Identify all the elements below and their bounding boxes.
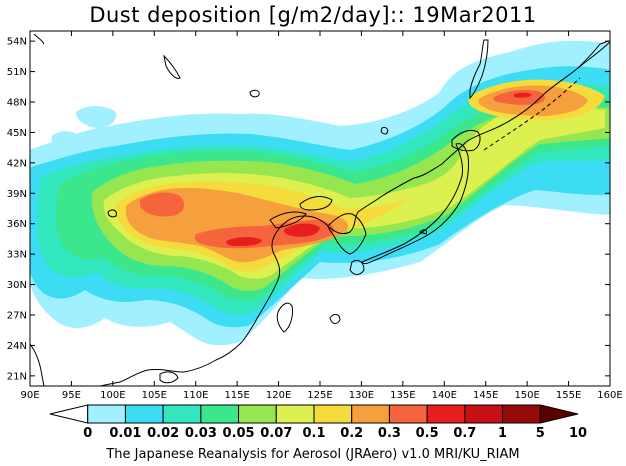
latitude-ticks: 54N 51N 48N 45N 42N 39N 36N 33N 30N 27N 24N 21N bbox=[7, 37, 610, 382]
legend-swatch bbox=[162, 404, 202, 424]
coastline-sakhalin bbox=[469, 39, 489, 100]
legend-label: 0.3 bbox=[378, 426, 401, 441]
legend-label: 0.03 bbox=[185, 426, 217, 441]
lat-tick-label: 42N bbox=[7, 158, 27, 169]
coastline-lake-baikal bbox=[163, 54, 181, 79]
contour-region bbox=[226, 237, 262, 246]
lat-tick-label: 27N bbox=[7, 311, 27, 322]
coastlines bbox=[30, 33, 610, 386]
lat-tick-label: 36N bbox=[7, 219, 27, 230]
coastline-lake-balkhash bbox=[33, 33, 45, 45]
lon-tick-label: 145E bbox=[473, 390, 498, 401]
coastline-japan-hokkaido bbox=[451, 129, 481, 152]
lon-tick-label: 90E bbox=[20, 390, 39, 401]
coastline-hainan bbox=[159, 371, 179, 384]
lat-tick-label: 21N bbox=[7, 371, 27, 382]
legend-label: 0.01 bbox=[109, 426, 141, 441]
contour-fields bbox=[30, 40, 610, 346]
map-title: Dust deposition [g/m2/day]:: 19Mar2011 bbox=[89, 3, 537, 27]
lon-tick-label: 155E bbox=[556, 390, 581, 401]
coastline-philippines bbox=[329, 313, 341, 325]
lon-tick-label: 130E bbox=[349, 390, 374, 401]
coastline-india bbox=[30, 343, 45, 386]
lon-tick-label: 95E bbox=[62, 390, 81, 401]
lat-tick-label: 45N bbox=[7, 128, 27, 139]
legend-label: 0.2 bbox=[340, 426, 363, 441]
lon-tick-label: 115E bbox=[224, 390, 249, 401]
legend-swatch bbox=[502, 404, 541, 424]
lat-tick-label: 24N bbox=[7, 341, 27, 352]
lat-tick-label: 48N bbox=[7, 98, 27, 109]
lon-tick-label: 105E bbox=[142, 390, 167, 401]
coastline-lake-hulun bbox=[249, 89, 260, 98]
legend-label: 10 bbox=[569, 426, 587, 441]
legend-label: 0.7 bbox=[453, 426, 476, 441]
legend-swatch bbox=[426, 404, 466, 424]
legend-swatch bbox=[275, 404, 315, 424]
legend-labels: 0 0.01 0.02 0.03 0.05 0.07 0.1 0.2 0.3 0.5 0.7 1 5 10 bbox=[83, 426, 587, 441]
legend-swatch bbox=[238, 404, 277, 424]
lat-tick-label: 54N bbox=[7, 37, 27, 48]
coastline-bohai bbox=[299, 196, 333, 211]
lon-tick-label: 140E bbox=[432, 390, 457, 401]
lat-tick-label: 33N bbox=[7, 250, 27, 261]
contour-region bbox=[51, 131, 84, 156]
coastline-sado bbox=[419, 229, 427, 235]
coastline-taiwan bbox=[276, 302, 293, 333]
lon-tick-label: 160E bbox=[597, 390, 622, 401]
coastline-korea bbox=[327, 213, 367, 255]
lat-tick-label: 39N bbox=[7, 189, 27, 200]
lon-tick-label: 110E bbox=[183, 390, 208, 401]
legend-swatch bbox=[124, 404, 164, 424]
coastline-kamchatka bbox=[577, 40, 610, 69]
legend-swatch bbox=[49, 404, 89, 424]
legend-label: 0.02 bbox=[147, 426, 179, 441]
legend-label: 0 bbox=[83, 426, 92, 441]
contour-level-0.7 bbox=[226, 92, 532, 246]
lon-tick-label: 135E bbox=[390, 390, 415, 401]
lon-tick-label: 120E bbox=[266, 390, 291, 401]
legend-label: 1 bbox=[498, 426, 507, 441]
contour-region bbox=[76, 106, 117, 128]
color-legend bbox=[49, 404, 579, 424]
credit-text: The Japanese Reanalysis for Aerosol (JRA… bbox=[106, 447, 520, 462]
lon-tick-label: 125E bbox=[307, 390, 332, 401]
contour-region bbox=[284, 223, 320, 237]
coastline-shandong bbox=[269, 211, 307, 229]
contour-region bbox=[140, 192, 185, 217]
legend-swatch bbox=[388, 404, 428, 424]
legend-swatch bbox=[87, 404, 126, 424]
legend-label: 0.05 bbox=[223, 426, 255, 441]
legend-label: 0.5 bbox=[416, 426, 439, 441]
coastline-lake-mongolia bbox=[107, 209, 117, 218]
lat-tick-label: 51N bbox=[7, 67, 27, 78]
lon-tick-label: 150E bbox=[514, 390, 539, 401]
legend-swatch bbox=[464, 404, 504, 424]
coastline-lake-khanka bbox=[380, 127, 389, 135]
legend-label: 0.07 bbox=[260, 426, 292, 441]
lon-tick-label: 100E bbox=[100, 390, 125, 401]
coastline-japan-honshu bbox=[361, 143, 469, 265]
longitude-ticks: 90E 95E 100E 105E 110E 115E 120E 125E 130E 135E 14… bbox=[20, 31, 623, 401]
coastline-kyushu bbox=[349, 259, 365, 275]
contour-region bbox=[514, 92, 532, 98]
legend-swatch bbox=[351, 404, 390, 424]
legend-label: 5 bbox=[536, 426, 545, 441]
legend-swatch bbox=[539, 404, 579, 424]
legend-swatch bbox=[313, 404, 353, 424]
lat-tick-label: 30N bbox=[7, 280, 27, 291]
legend-swatch bbox=[200, 404, 240, 424]
legend-label: 0.1 bbox=[302, 426, 325, 441]
